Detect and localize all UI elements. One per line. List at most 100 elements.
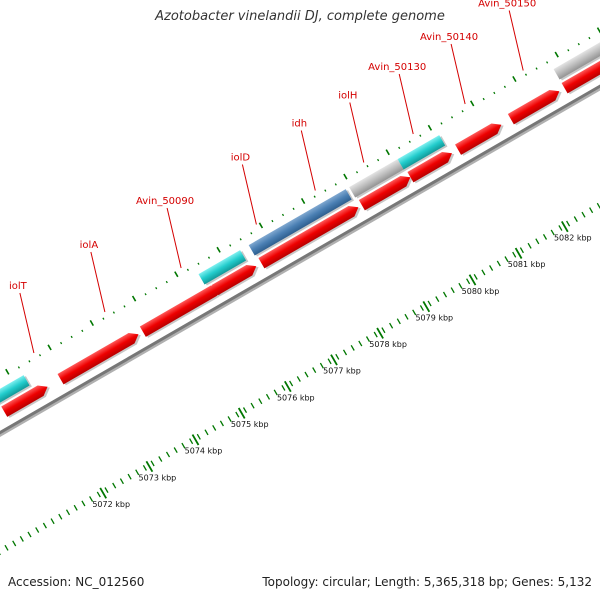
scale-tick [535,238,540,245]
scale-tick [589,207,594,214]
gene-feature[interactable] [561,53,600,95]
gene-feature[interactable] [258,201,363,270]
gene-feature[interactable] [198,249,249,286]
scale-tick [89,496,94,502]
scale-tick [358,340,363,347]
scale-tick [204,429,209,436]
track-tick [70,335,73,339]
scale-major-tick [284,380,292,393]
gene-body[interactable] [1,382,50,417]
scale-tick [473,273,478,280]
gene-body[interactable] [198,250,247,285]
track-tick [281,213,285,217]
gene-features[interactable] [0,39,600,418]
label-leader-line [300,130,316,191]
gene-body[interactable] [455,120,504,155]
upper-tick-track [5,27,600,375]
scale-tick [173,447,178,454]
scale-tick [104,487,109,494]
track-tick [461,110,464,113]
gene-feature[interactable] [358,171,416,212]
scale-tick [212,424,217,431]
scale-tick [127,473,132,480]
gene-body[interactable] [553,40,600,80]
gene-feature[interactable] [455,119,507,157]
scale-tick [458,282,463,289]
track-tick [503,85,506,89]
track-tick [123,305,126,308]
track-tick [398,146,401,150]
scale-label: 5075 kbp [231,420,269,429]
gene-label: iolT [9,281,28,292]
gene-feature[interactable] [1,381,53,419]
gene-feature[interactable] [553,39,600,81]
scale-tick [250,402,255,409]
gene-feature[interactable] [139,281,226,339]
scale-tick [273,389,278,396]
scale-tick [566,220,571,227]
scale-major-tick [237,407,246,419]
gene-feature[interactable] [507,85,565,126]
label-leader-line [508,10,524,71]
scale-tick [389,322,394,329]
scale-tick [65,509,71,516]
track-tick [567,49,570,52]
gene-body[interactable] [258,202,361,269]
scale-tick [481,269,486,276]
gene-body[interactable] [358,172,413,211]
scale-tick [450,287,455,294]
scale-tick [442,291,448,298]
backbone-line [0,84,600,435]
gene-body[interactable] [139,282,224,337]
label-leader-line [19,292,35,354]
track-tick [5,368,10,375]
track-tick [377,158,380,162]
scale-tick [219,420,224,427]
scale-label: 5081 kbp [508,260,546,269]
scale-tick [196,433,201,440]
track-tick [313,195,316,198]
track-tick [292,207,295,211]
gene-body[interactable] [57,329,142,385]
gene-feature[interactable] [211,260,262,297]
scale-tick [327,358,332,365]
scale-tick [281,384,286,391]
scale-tick [227,416,232,422]
gene-label: Avin_50150 [478,0,536,10]
gene-feature[interactable] [397,134,448,171]
scale-tick [335,353,340,360]
gene-body[interactable] [397,135,446,170]
track-tick [366,164,369,168]
gene-feature[interactable] [349,158,406,199]
scale-tick [150,460,155,467]
gene-label-layer: iolT iolA Avin_50090 iolD idh iolH Avin_50130 A… [9,0,536,354]
track-tick [131,295,137,302]
scale-tick [350,344,355,351]
track-tick [81,329,84,333]
gene-body[interactable] [561,54,600,94]
label-leader-line [241,164,257,225]
gene-feature[interactable] [407,147,457,184]
gene-body[interactable] [507,86,562,125]
gene-label: idh [292,119,307,130]
scale-major-tick [99,487,107,499]
gene-label: iolA [80,240,99,251]
scale-tick [19,535,24,542]
gene-feature[interactable] [0,374,32,417]
track-tick [155,286,158,290]
scale-tick [189,438,194,445]
gene-body[interactable] [0,375,30,416]
scale-major-tick [191,434,200,446]
gene-body[interactable] [407,148,455,183]
scale-tick [96,491,101,498]
gene-body[interactable] [349,159,404,198]
gene-label: Avin_50090 [136,196,194,207]
genome-summary-text: Topology: circular; Length: 5,365,318 bp… [262,575,592,589]
gene-body[interactable] [248,189,352,256]
track-tick [47,344,52,351]
gene-feature[interactable] [248,188,354,257]
scale-tick [50,518,55,525]
gene-body[interactable] [211,261,260,296]
gene-feature[interactable] [57,328,144,386]
